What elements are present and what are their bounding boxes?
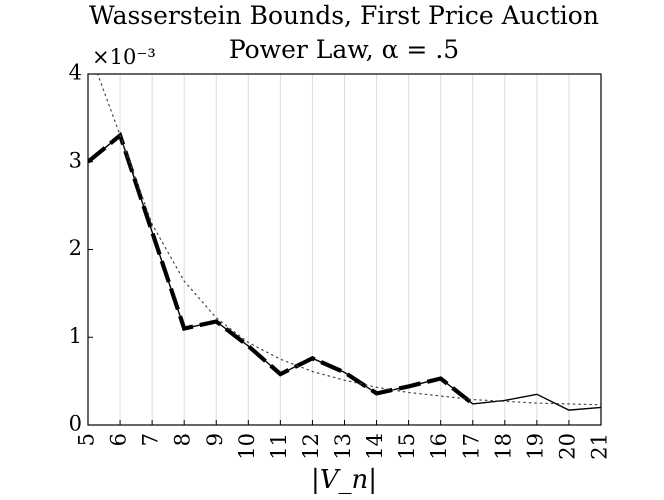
x-tick-label: 6	[107, 433, 131, 446]
x-tick-label: 19	[523, 433, 547, 460]
x-tick-label: 10	[235, 433, 259, 460]
y-tick-label: 0	[69, 412, 82, 436]
x-tick-label: 9	[203, 433, 227, 446]
series-group	[88, 74, 601, 411]
y-tick-label: 1	[69, 324, 82, 348]
x-tick-label: 13	[331, 433, 355, 460]
x-tick-label: 16	[427, 433, 451, 460]
x-axis-label: |V_n|	[311, 465, 377, 495]
x-tick-label: 15	[395, 433, 419, 460]
x-tick-label: 18	[491, 433, 515, 460]
x-tick-label: 12	[299, 433, 323, 460]
x-tick-label: 20	[555, 433, 579, 460]
grid-lines	[87, 74, 602, 425]
series-line-dashed	[88, 131, 475, 406]
x-tick-label: 5	[75, 433, 99, 446]
y-scale-factor: ×10⁻³	[92, 45, 156, 69]
x-tick-label: 8	[171, 433, 195, 446]
y-tick-label: 4	[69, 61, 82, 85]
y-tick-label: 2	[69, 236, 82, 260]
y-tick-label: 3	[69, 148, 82, 172]
x-tick-label: 7	[139, 433, 163, 446]
x-tick-label: 11	[267, 433, 291, 460]
chart-subtitle: Power Law, α = .5	[229, 35, 459, 64]
x-tick-label: 21	[588, 433, 612, 460]
x-tick-label: 14	[363, 433, 387, 460]
series-line-dotted	[96, 74, 601, 406]
chart-title: Wasserstein Bounds, First Price Auction	[89, 1, 599, 30]
x-tick-label: 17	[459, 433, 483, 460]
